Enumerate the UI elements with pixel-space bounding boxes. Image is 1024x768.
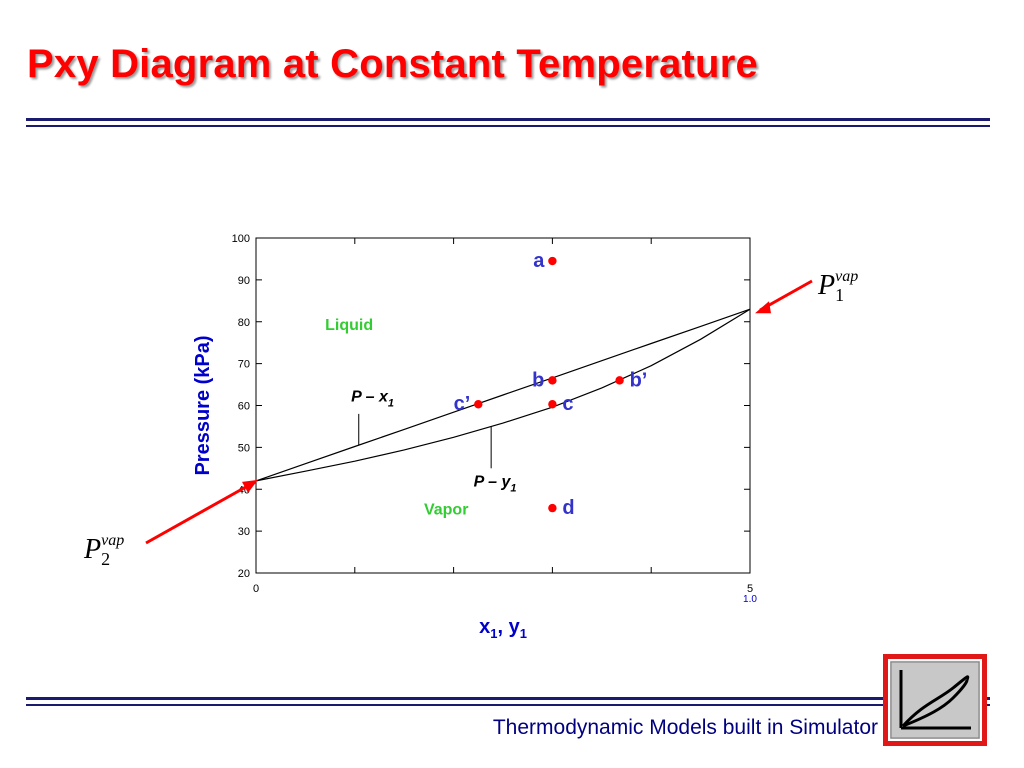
slide-title: Pxy Diagram at Constant Temperature [27, 42, 758, 86]
y-tick-label: 50 [238, 442, 250, 454]
y-tick-label: 100 [232, 233, 250, 245]
point-c [548, 400, 557, 409]
pvap1-label: P1vap [817, 268, 858, 305]
point-bprime [615, 376, 624, 385]
point-label-d: d [562, 497, 574, 519]
x-axis-label: x1, y1 [479, 616, 527, 641]
y-tick-label: 90 [238, 275, 250, 287]
pvap2-arrow-head [242, 479, 258, 493]
px-curve-label: P – x1 [351, 388, 394, 409]
y-tick-label: 20 [238, 568, 250, 580]
footer-rule-thick [26, 704, 990, 706]
x-tick-label: 5 [747, 583, 753, 595]
pvap1-arrow-head [755, 301, 771, 314]
point-cprime [474, 400, 483, 409]
point-label-b: b [532, 369, 544, 391]
pvap2-label: P2vap [83, 532, 124, 569]
vapor-region-label: Vapor [424, 501, 468, 518]
plot-frame [255, 237, 751, 574]
footer-rule-thin [26, 697, 990, 700]
point-label-a: a [533, 250, 545, 272]
bubble-curve-line [255, 308, 751, 482]
point-b [548, 376, 557, 385]
point-label-c: c [562, 393, 573, 415]
x-tick-label: 0 [253, 583, 259, 595]
header-rule-thin [26, 118, 990, 121]
liquid-region-label: Liquid [325, 317, 373, 334]
py-curve-label: P – y1 [474, 474, 517, 495]
dew-curve-line [255, 308, 751, 482]
footer-text: Thermodynamic Models built in Simulator [492, 716, 878, 739]
pvap2-arrow-line [145, 485, 247, 545]
x-end-extra-label: 1.0 [743, 594, 757, 605]
point-d [548, 503, 557, 513]
y-tick-label: 80 [238, 317, 250, 329]
y-axis-label: Pressure (kPa) [192, 335, 214, 475]
point-label-cprime: c’ [454, 393, 471, 415]
y-tick-label: 30 [238, 526, 250, 538]
y-tick-label: 60 [238, 401, 250, 413]
header-rule-thick [26, 125, 990, 127]
point-label-bprime: b’ [630, 369, 648, 391]
simulator-logo-icon [883, 654, 987, 746]
y-tick-label: 70 [238, 359, 250, 371]
point-a [548, 256, 557, 266]
